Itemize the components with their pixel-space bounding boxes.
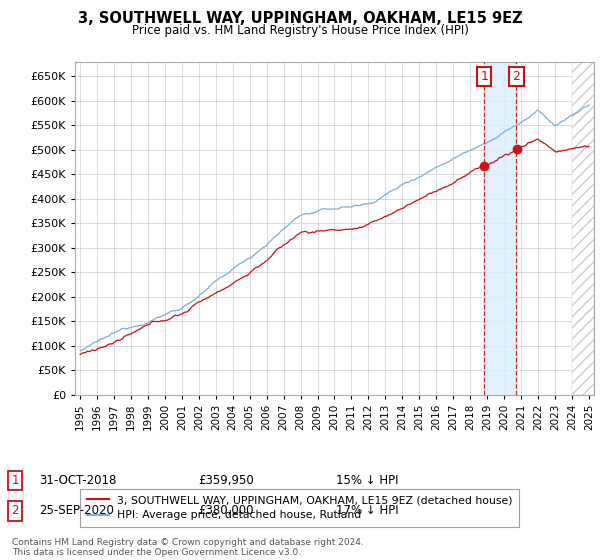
Text: 31-OCT-2018: 31-OCT-2018 — [39, 474, 116, 487]
Text: 25-SEP-2020: 25-SEP-2020 — [39, 504, 114, 517]
Text: Contains HM Land Registry data © Crown copyright and database right 2024.
This d: Contains HM Land Registry data © Crown c… — [12, 538, 364, 557]
Text: 17% ↓ HPI: 17% ↓ HPI — [336, 504, 398, 517]
Text: 1: 1 — [481, 70, 488, 83]
Text: £359,950: £359,950 — [198, 474, 254, 487]
Legend: 3, SOUTHWELL WAY, UPPINGHAM, OAKHAM, LE15 9EZ (detached house), HPI: Average pri: 3, SOUTHWELL WAY, UPPINGHAM, OAKHAM, LE1… — [80, 488, 519, 527]
Text: 15% ↓ HPI: 15% ↓ HPI — [336, 474, 398, 487]
Text: 2: 2 — [11, 504, 19, 517]
Bar — [572, 62, 594, 395]
Bar — [484, 62, 517, 395]
Text: 3, SOUTHWELL WAY, UPPINGHAM, OAKHAM, LE15 9EZ: 3, SOUTHWELL WAY, UPPINGHAM, OAKHAM, LE1… — [77, 11, 523, 26]
Text: 2: 2 — [512, 70, 520, 83]
Text: 1: 1 — [11, 474, 19, 487]
Text: Price paid vs. HM Land Registry's House Price Index (HPI): Price paid vs. HM Land Registry's House … — [131, 24, 469, 36]
Text: £380,000: £380,000 — [198, 504, 254, 517]
